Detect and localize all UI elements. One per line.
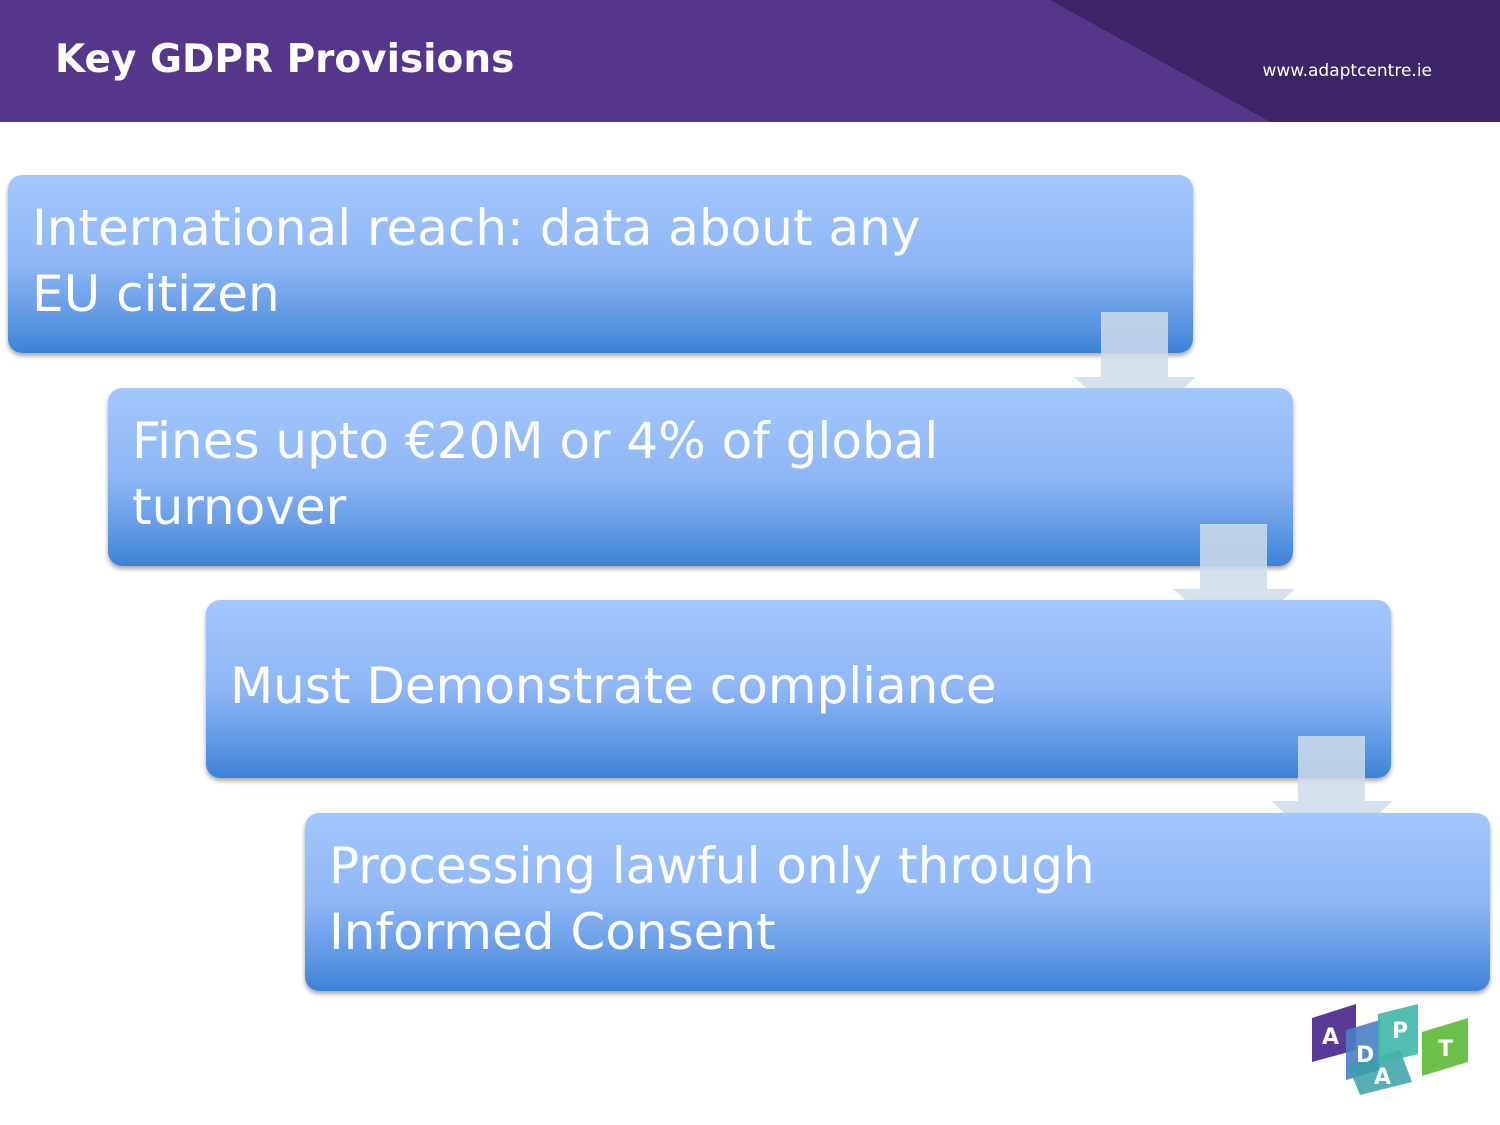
- logo-letter-a: A: [1322, 1025, 1339, 1050]
- step-box-fines: Fines upto €20M or 4% of global turnover: [108, 388, 1293, 566]
- adapt-logo: A D A P T: [1308, 1000, 1468, 1095]
- slide-title: Key GDPR Provisions: [55, 37, 515, 82]
- site-url: www.adaptcentre.ie: [1262, 61, 1432, 81]
- logo-letter-a2: A: [1374, 1065, 1391, 1090]
- step-label: Processing lawful only through Informed …: [329, 837, 1095, 961]
- logo-letter-t: T: [1438, 1037, 1453, 1062]
- step-label: International reach: data about any EU c…: [32, 199, 921, 323]
- adapt-logo-icon: A D A P T: [1312, 1004, 1468, 1095]
- step-box-demonstrate-compliance: Must Demonstrate compliance: [206, 600, 1391, 778]
- logo-letter-d: D: [1356, 1043, 1374, 1068]
- step-label: Must Demonstrate compliance: [230, 657, 997, 715]
- logo-letter-p: P: [1392, 1019, 1408, 1044]
- step-label: Fines upto €20M or 4% of global turnover: [132, 412, 939, 536]
- step-box-international-reach: International reach: data about any EU c…: [8, 175, 1193, 353]
- header-bar: Key GDPR Provisions www.adaptcentre.ie: [0, 0, 1500, 122]
- step-box-informed-consent: Processing lawful only through Informed …: [305, 813, 1490, 991]
